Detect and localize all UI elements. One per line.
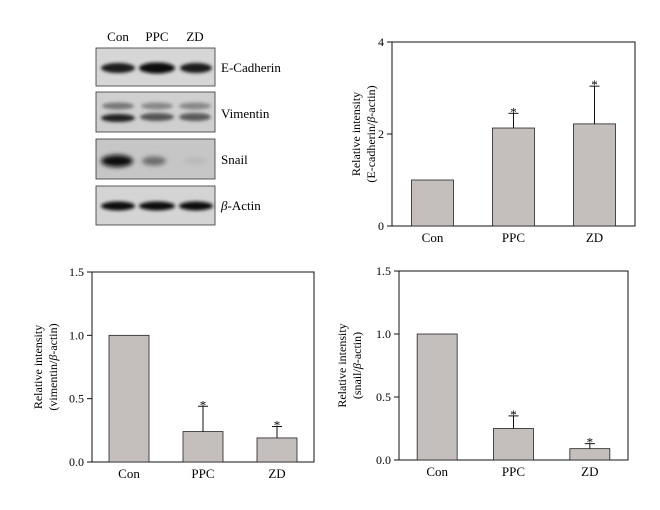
band-e-cadherin-zd xyxy=(180,63,212,73)
y-tick-label: 1.5 xyxy=(69,265,84,279)
x-tick-label-zd: ZD xyxy=(586,230,603,245)
y-axis-label-line2: (snail/β-actin) xyxy=(350,332,364,399)
y-axis-label-line1: Relative intensity xyxy=(335,323,349,407)
significance-marker-zd: * xyxy=(591,77,598,92)
band-snail-con xyxy=(101,155,133,167)
bar-zd xyxy=(569,448,611,461)
band-vimentin-con-upper xyxy=(102,102,134,110)
x-tick-label-ppc: PPC xyxy=(502,230,525,245)
western-blot-panel: Con PPC ZD E-Cadherin Vimentin xyxy=(95,29,281,226)
y-tick-label: 1.0 xyxy=(69,328,84,342)
lane-label-con: Con xyxy=(107,29,129,44)
y-tick-label: 0.5 xyxy=(69,392,84,406)
y-axis-label-line2-suffix: -actin) xyxy=(364,85,378,116)
y-tick-label: 0 xyxy=(378,219,384,233)
y-axis-label-line2-prefix: (E-cadherin/ xyxy=(364,122,378,183)
y-axis-label-line2-greek: β xyxy=(350,363,364,370)
bar-con xyxy=(416,333,458,461)
y-axis-label-line1: Relative intensity xyxy=(349,92,363,176)
y-axis-label-line1: Relative intensity xyxy=(31,325,45,409)
significance-marker-zd: * xyxy=(587,435,594,450)
y-tick-label: 1.0 xyxy=(376,327,391,341)
y-axis-label-line2-greek: β xyxy=(364,117,378,124)
x-tick-label-con: Con xyxy=(426,464,448,479)
y-tick-label: 4 xyxy=(378,35,384,49)
significance-marker-ppc: * xyxy=(510,104,517,119)
blot-strip-snail xyxy=(95,138,216,180)
blot-label-vimentin: Vimentin xyxy=(221,106,270,121)
band-e-cadherin-con xyxy=(101,63,135,73)
y-axis-label-line2-prefix: (snail/ xyxy=(350,368,364,399)
x-tick-label-zd: ZD xyxy=(268,466,285,481)
blot-strip-e-cadherin xyxy=(95,47,216,87)
y-axis-label-line2: (vimentin/β-actin) xyxy=(46,323,60,410)
band-snail-ppc xyxy=(142,156,166,166)
blot-strip-vimentin xyxy=(95,91,216,133)
lane-label-ppc: PPC xyxy=(145,29,168,44)
chart-snail: 0.0 0.5 1.0 1.5 Con * PPC * ZD Relative intensity… xyxy=(335,264,629,479)
y-axis-label-line2-greek: β xyxy=(46,355,60,362)
band-vimentin-con-lower xyxy=(101,114,135,122)
blot-label-beta-actin: β-Actin xyxy=(220,198,261,213)
significance-marker-ppc: * xyxy=(200,397,207,412)
chart-e-cadherin: 0 2 4 Con * PPC * ZD Relative intensity(E-cadher… xyxy=(349,35,636,245)
y-axis-label: Relative intensity(E-cadherin/β-actin) xyxy=(349,85,378,182)
y-axis-label-line2-prefix: (vimentin/ xyxy=(46,360,60,411)
y-axis-label-line2-suffix: -actin) xyxy=(46,323,60,354)
y-axis-label-line2: (E-cadherin/β-actin) xyxy=(364,85,378,182)
x-tick-label-ppc: PPC xyxy=(502,464,525,479)
band-actin-zd xyxy=(179,201,213,211)
blot-label-e-cadherin: E-Cadherin xyxy=(221,60,281,75)
significance-marker-zd: * xyxy=(274,418,281,433)
blot-label-beta-actin-suffix: -Actin xyxy=(227,198,261,213)
band-vimentin-zd-upper xyxy=(179,102,211,110)
x-tick-label-zd: ZD xyxy=(581,464,598,479)
band-vimentin-zd-lower xyxy=(179,113,211,121)
bar-ppc xyxy=(182,431,224,463)
bar-ppc xyxy=(493,428,534,461)
band-snail-zd xyxy=(183,158,207,164)
band-e-cadherin-ppc xyxy=(139,62,175,74)
bar-con xyxy=(411,179,454,227)
band-actin-con xyxy=(101,201,135,211)
x-tick-label-con: Con xyxy=(118,466,140,481)
band-actin-ppc xyxy=(139,201,175,211)
x-tick-label-ppc: PPC xyxy=(191,466,214,481)
band-vimentin-ppc-lower xyxy=(140,113,174,121)
blot-label-beta-actin-greek: β xyxy=(220,198,228,213)
blot-strip-beta-actin xyxy=(95,185,216,226)
y-axis-label-line2-suffix: -actin) xyxy=(350,332,364,363)
bar-zd xyxy=(256,437,298,463)
x-tick-label-con: Con xyxy=(422,230,444,245)
bar-ppc xyxy=(492,127,535,227)
y-axis-label: Relative intensity(snail/β-actin) xyxy=(335,323,364,407)
chart-vimentin: 0.0 0.5 1.0 1.5 Con * PPC * ZD Relative intensity… xyxy=(31,265,315,481)
y-tick-label: 2 xyxy=(378,127,384,141)
blot-label-snail: Snail xyxy=(221,152,248,167)
bar-zd xyxy=(573,123,616,227)
y-tick-label: 0.5 xyxy=(376,390,391,404)
bar-con xyxy=(108,334,150,463)
band-vimentin-ppc-upper xyxy=(141,102,173,110)
y-tick-label: 1.5 xyxy=(376,264,391,278)
y-axis-label: Relative intensity(vimentin/β-actin) xyxy=(31,323,60,410)
y-tick-label: 0.0 xyxy=(69,455,84,469)
significance-marker-ppc: * xyxy=(510,407,517,422)
y-tick-label: 0.0 xyxy=(376,453,391,467)
lane-label-zd: ZD xyxy=(186,29,203,44)
